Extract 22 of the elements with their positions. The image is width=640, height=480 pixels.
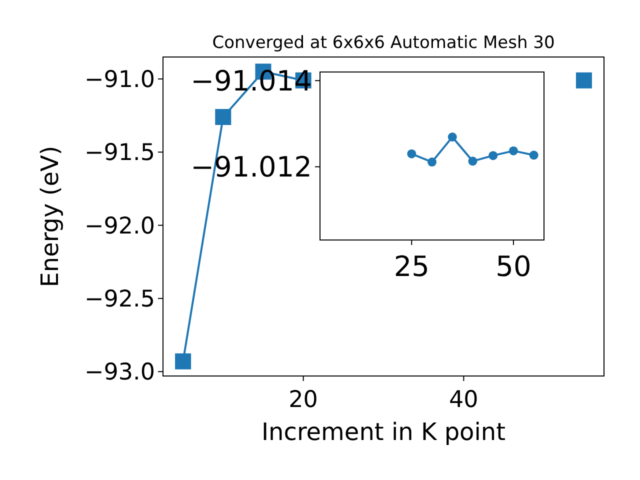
point: [529, 150, 538, 160]
y-tick-label: −93.0: [84, 360, 155, 386]
x-tick-label: 20: [288, 387, 318, 413]
x-axis-title: Increment in K point: [261, 418, 506, 446]
y-tick-label: −92.5: [84, 286, 155, 312]
point: [488, 151, 498, 160]
point: [448, 132, 457, 142]
point: [508, 146, 518, 156]
x-tick-label: 40: [449, 387, 478, 413]
y-tick-label: −91.0: [84, 67, 155, 93]
point: [215, 108, 232, 125]
point: [175, 353, 192, 370]
y-tick-label: −92.0: [84, 213, 155, 240]
y-tick-label: −91.5: [84, 140, 155, 166]
point: [407, 149, 416, 158]
point: [428, 158, 436, 167]
point: [468, 156, 478, 166]
point: [576, 72, 592, 88]
chart-title: Converged at 6x6x6 Automatic Mesh 30: [212, 33, 555, 53]
y-axis-title: Energy (eV): [36, 146, 64, 288]
x-tick-label: 25: [394, 250, 430, 283]
x-tick-label: 50: [496, 250, 532, 283]
